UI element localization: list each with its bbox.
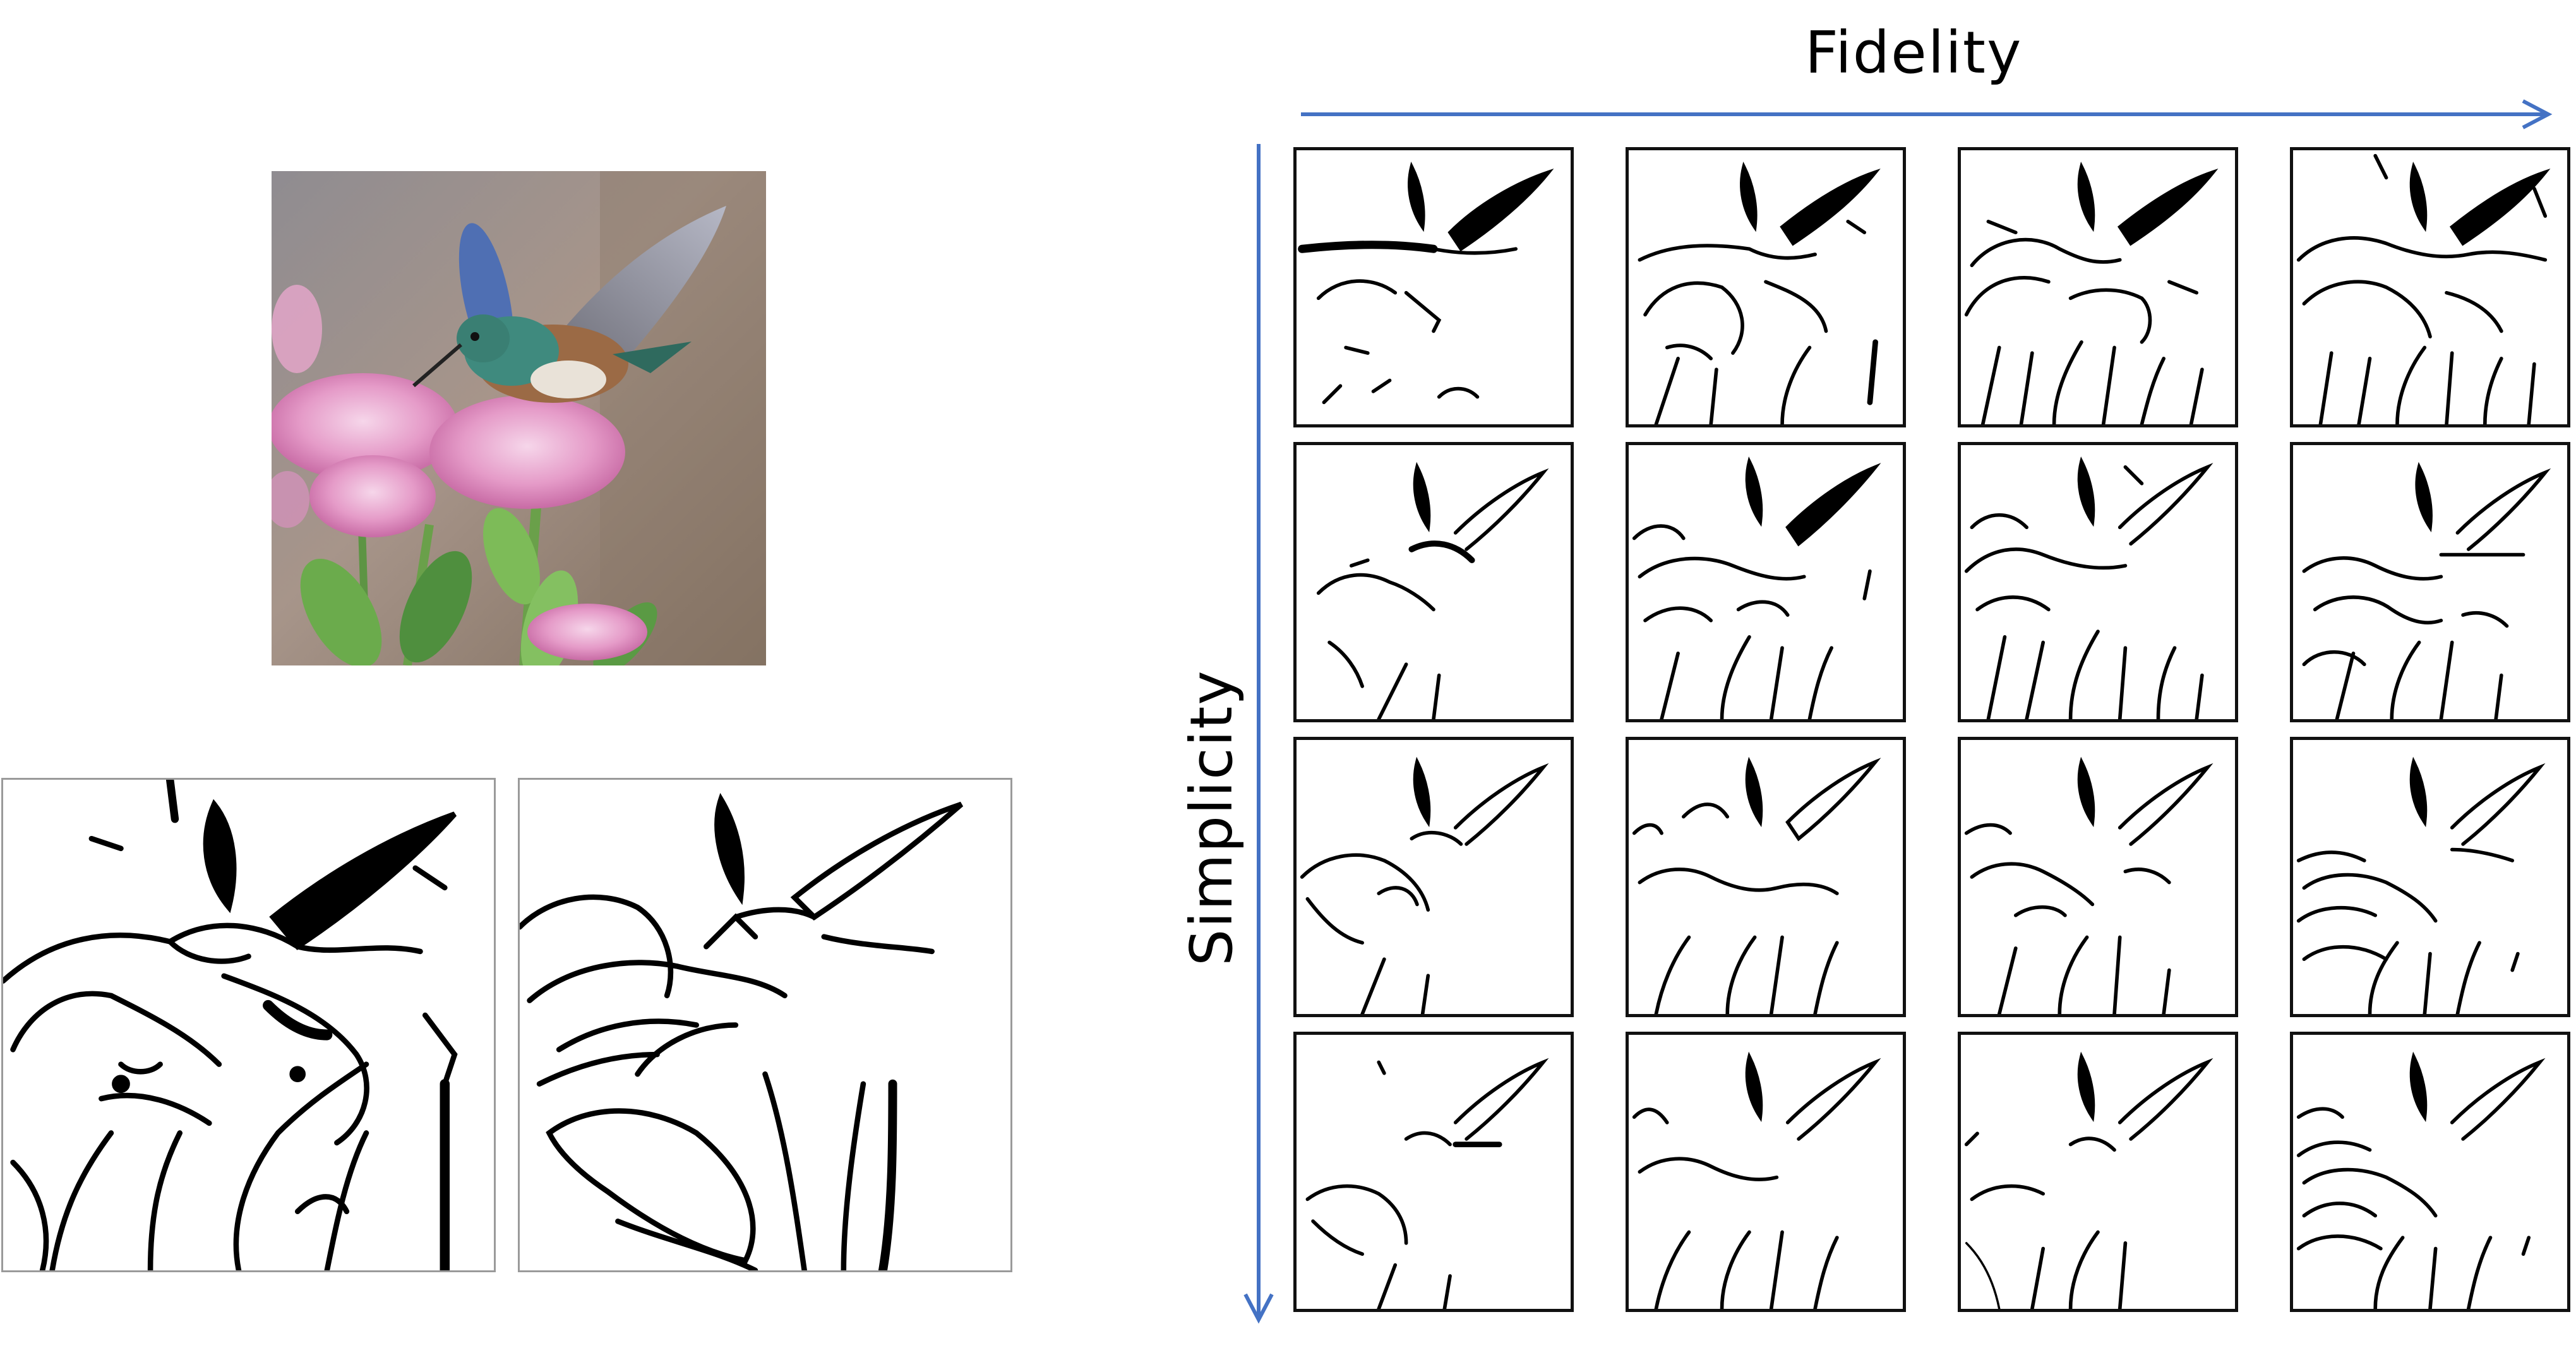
sketch-cell-r4-c2	[1626, 1032, 1906, 1312]
hummingbird-photo-drawing	[272, 171, 766, 665]
sketch-r4-c2	[1632, 1051, 1881, 1309]
sketch-r1-c2	[1638, 161, 1881, 424]
fidelity-arrowhead	[2522, 99, 2553, 129]
fidelity-axis-label: Fidelity	[1805, 19, 2023, 86]
sketch-r1-c1	[1298, 161, 1554, 405]
sketch-cell-r1-c1	[1293, 147, 1574, 427]
sketch-high-fidelity-drawing	[3, 780, 458, 1270]
simplicity-axis-label: Simplicity	[1178, 669, 1245, 966]
sketch-r4-c1	[1305, 1058, 1549, 1309]
sketch-cell-r4-c1	[1293, 1032, 1574, 1312]
simplicity-arrowhead	[1243, 1293, 1274, 1324]
sketch-cell-r4-c3	[1958, 1032, 2238, 1312]
sketch-r4-c3	[1964, 1051, 2214, 1309]
sketch-cell-r2-c2	[1626, 442, 1906, 722]
sketch-r2-c2	[1632, 456, 1881, 719]
sketch-high-simplicity	[518, 778, 1012, 1272]
sketch-cell-r1-c2	[1626, 147, 1906, 427]
sketch-cell-r4-c4	[2290, 1032, 2570, 1312]
sketch-high-simplicity-drawing	[520, 792, 964, 1270]
sketch-cell-r2-c4	[2290, 442, 2570, 722]
sketch-r4-c4	[2296, 1051, 2546, 1309]
sketch-cell-r3-c1	[1293, 737, 1574, 1017]
sketch-r3-c1	[1300, 756, 1549, 1014]
sketch-cell-r1-c3	[1958, 147, 2238, 427]
sketch-r2-c3	[1964, 456, 2214, 719]
sketch-cell-r3-c4	[2290, 737, 2570, 1017]
sketch-high-fidelity	[1, 778, 496, 1272]
hummingbird-photo	[272, 171, 766, 665]
sketch-r2-c4	[2302, 462, 2551, 719]
sketch-r1-c3	[1964, 161, 2219, 424]
sketch-r3-c2	[1632, 756, 1881, 1014]
sketch-cell-r3-c3	[1958, 737, 2238, 1017]
sketch-r2-c1	[1316, 462, 1549, 719]
sketch-cell-r2-c3	[1958, 442, 2238, 722]
sketch-cell-r1-c4	[2290, 147, 2570, 427]
sketch-r3-c4	[2296, 756, 2546, 1014]
sketch-cell-r3-c2	[1626, 737, 1906, 1017]
sketch-r3-c3	[1964, 756, 2214, 1014]
sketch-cell-r2-c1	[1293, 442, 1574, 722]
sketch-r1-c4	[2296, 153, 2551, 424]
